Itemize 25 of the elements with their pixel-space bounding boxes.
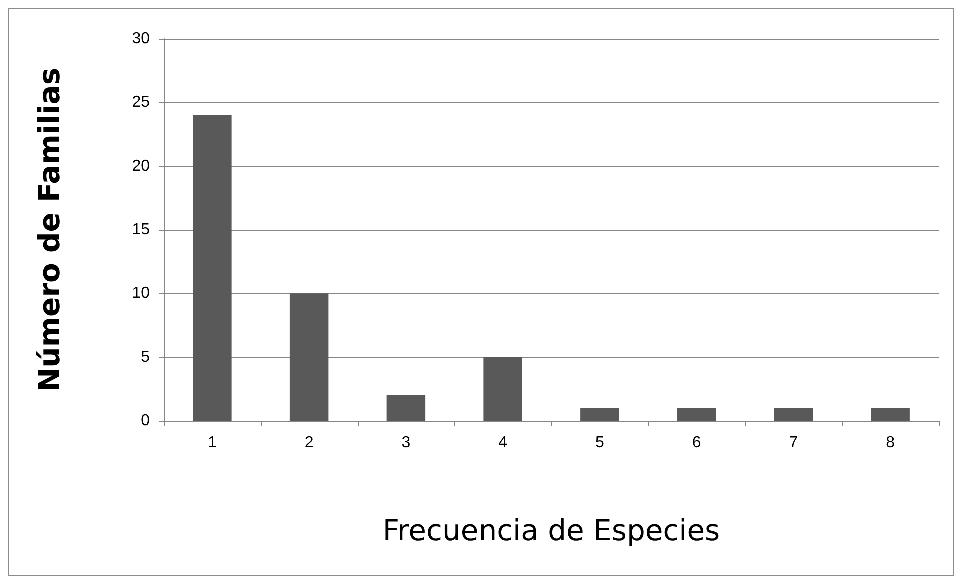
y-tick-label: 15: [132, 222, 150, 238]
bar: [580, 408, 620, 421]
bar: [386, 396, 426, 421]
x-tick-label: 4: [498, 434, 508, 452]
y-tick-label: 5: [141, 348, 150, 366]
x-tick-label: 3: [402, 434, 411, 452]
y-tick-label: 20: [132, 158, 150, 175]
y-tick-label: 0: [141, 412, 150, 430]
bar: [871, 408, 910, 421]
x-tick-label: 2: [304, 434, 314, 452]
x-tick-label: 5: [595, 434, 604, 452]
x-tick-label: 1: [208, 434, 217, 452]
bar: [484, 357, 522, 421]
bar: [774, 408, 814, 421]
x-tick-label: 7: [789, 434, 798, 452]
x-tick-label: 8: [886, 434, 896, 452]
y-tick-label: 10: [132, 285, 150, 302]
bar: [193, 115, 232, 421]
bar: [290, 294, 329, 421]
y-tick-label: 25: [132, 94, 150, 112]
bar: [677, 408, 716, 421]
x-tick-label: 6: [692, 434, 702, 452]
y-tick-label: 30: [132, 30, 150, 48]
y-axis-title: Número de Familias: [32, 68, 66, 392]
x-axis-title: Frecuencia de Especies: [382, 514, 720, 548]
